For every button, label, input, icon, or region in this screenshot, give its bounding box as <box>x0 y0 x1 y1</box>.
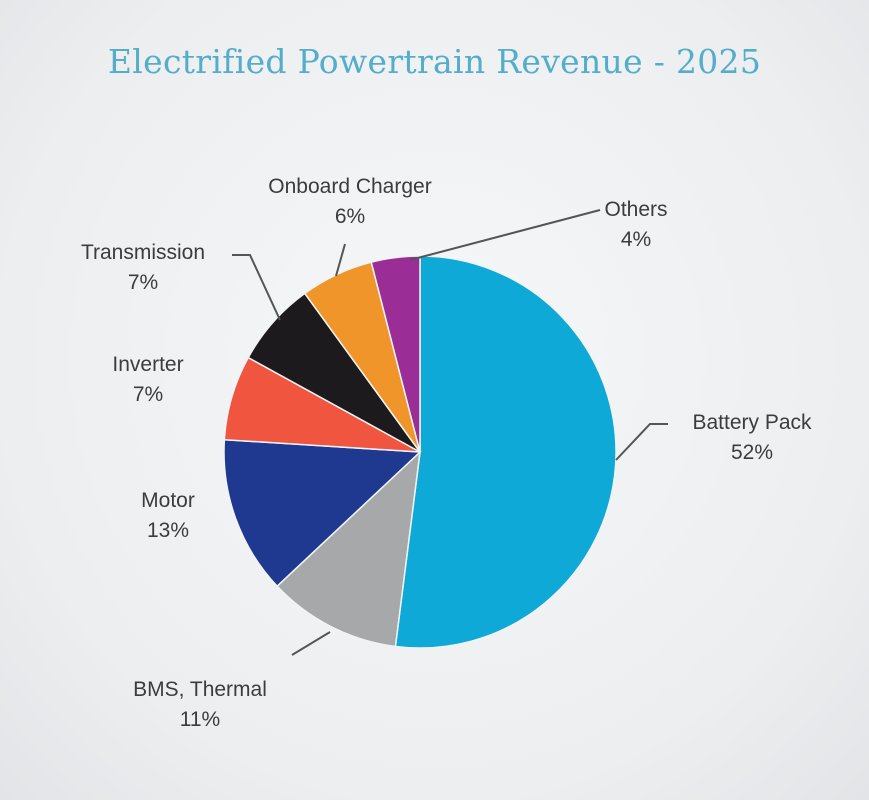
pie-slice-others <box>370 255 421 453</box>
slice-label-inverter: Inverter <box>112 353 183 376</box>
slice-value-others: 4% <box>621 228 651 251</box>
slice-label-onboard-charger: Onboard Charger <box>268 175 431 198</box>
pie-slice-motor <box>223 438 422 588</box>
slice-value-motor: 13% <box>147 519 189 542</box>
slice-label-transmission: Transmission <box>81 241 205 264</box>
slice-value-onboard-charger: 6% <box>335 205 365 228</box>
chart-title: Electrified Powertrain Revenue - 2025 <box>107 42 762 81</box>
slice-label-motor: Motor <box>141 489 195 512</box>
slice-label-bms-thermal: BMS, Thermal <box>133 678 267 701</box>
slice-value-inverter: 7% <box>133 383 163 406</box>
leader-line-battery-pack <box>615 423 668 461</box>
leader-line-bms-thermal <box>291 631 331 656</box>
pie-slice-bms-thermal <box>276 450 422 648</box>
pie-slice-battery-pack <box>394 255 617 649</box>
slice-value-bms-thermal: 11% <box>180 708 220 731</box>
slice-value-transmission: 7% <box>128 271 158 294</box>
leader-line-transmission <box>232 254 281 321</box>
leader-line-others <box>409 209 601 261</box>
leader-line-onboard-charger <box>335 243 346 277</box>
slice-label-battery-pack: Battery Pack <box>692 411 812 434</box>
slice-label-others: Others <box>604 198 667 221</box>
slice-value-battery-pack: 52% <box>731 441 773 464</box>
